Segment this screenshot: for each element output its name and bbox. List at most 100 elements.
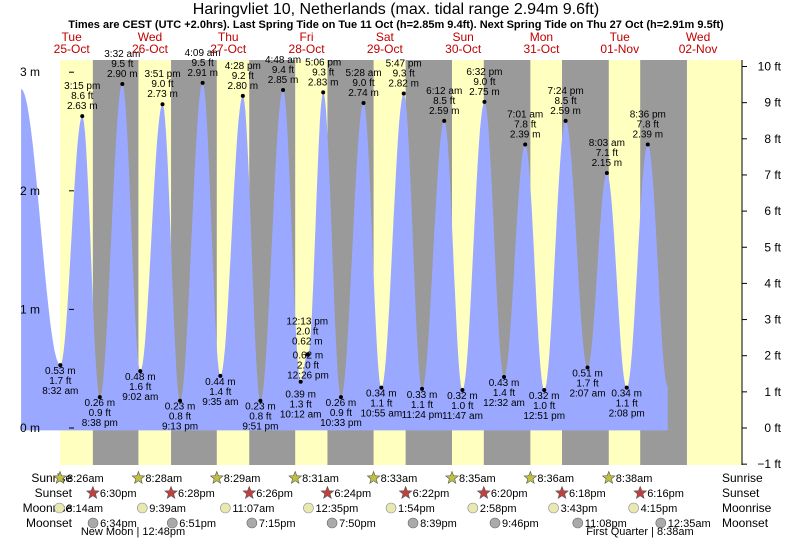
tide-label: 5:28 am	[345, 68, 381, 79]
tide-label: 5:47 pm	[386, 59, 422, 70]
tide-label: 9.0 ft	[473, 77, 495, 88]
tide-label: 3:32 am	[104, 49, 140, 60]
tide-label: 12:51 pm	[523, 411, 565, 422]
tide-label: 7:01 am	[507, 110, 543, 121]
moonset-time: 8:39pm	[420, 518, 457, 530]
tide-label: 1.6 ft	[129, 382, 151, 393]
sunset-icon	[85, 485, 100, 499]
tide-label: 1.1 ft	[370, 399, 392, 410]
tide-label: 2.80 m	[228, 81, 259, 92]
tide-label: 1.3 ft	[290, 400, 312, 411]
moonset-time: 6:34pm	[100, 518, 137, 530]
sunrise-time: 8:35am	[459, 473, 496, 485]
tide-label: 2:08 pm	[609, 409, 645, 420]
tide-point	[542, 388, 547, 393]
right-tick-label: 5 ft	[764, 240, 781, 254]
right-tick-label: 2 ft	[764, 349, 781, 363]
moonrise-icon	[385, 502, 397, 514]
sunrise-time: 8:38am	[616, 473, 653, 485]
day-name: Sat	[376, 30, 395, 44]
sunrise-icon	[131, 470, 146, 484]
sunrise-icon	[366, 470, 381, 484]
tide-point	[321, 90, 326, 95]
moonset-icon	[166, 517, 178, 529]
right-tick-label: 0 ft	[764, 421, 781, 435]
sunrise-time: 8:28am	[145, 473, 182, 485]
tide-label: 12:32 am	[483, 398, 525, 409]
tide-point	[523, 142, 528, 147]
left-tick-label: 2 m	[20, 184, 40, 198]
tide-label: 2.59 m	[429, 106, 460, 117]
tide-label: 8.6 ft	[71, 91, 93, 102]
tide-label: 8:36 pm	[630, 110, 666, 121]
tide-label: 7:24 pm	[548, 86, 584, 97]
axes: 0 m 1 m 2 m 3 m −1 ft 0 ft 1 ft 2 ft 3 ft 4 ft 5 f…	[20, 60, 782, 472]
tide-label: 9:02 am	[122, 392, 158, 403]
moonrise-time: 8:14am	[66, 503, 103, 515]
tide-point	[420, 386, 425, 391]
tide-point	[305, 352, 310, 357]
moonset-icon	[326, 517, 338, 529]
tide-label: 0.53 m	[45, 366, 76, 377]
moonrise-icon	[54, 502, 65, 514]
sunset-time: 6:24pm	[334, 488, 371, 500]
day-date: 26-Oct	[132, 42, 169, 56]
moonset-icon	[655, 517, 667, 529]
day-name: Tue	[62, 30, 83, 44]
row-label-left: Sunset	[35, 486, 73, 500]
tide-label: 0.32 m	[529, 391, 560, 402]
tide-label: 2.83 m	[308, 77, 339, 88]
moonset-icon	[407, 517, 419, 529]
tide-label: 9.3 ft	[393, 69, 415, 80]
moonrise-time: 4:15pm	[641, 503, 678, 515]
tide-label: 8.5 ft	[433, 96, 455, 107]
tide-label: 0.26 m	[85, 398, 116, 409]
moonset-time: 12:35am	[668, 518, 711, 530]
tide-label: 0.34 m	[366, 389, 397, 400]
day-name: Sun	[452, 30, 473, 44]
right-tick-label: 3 ft	[764, 313, 781, 327]
tide-label: 7.8 ft	[637, 120, 659, 131]
moonrise-icon	[303, 502, 314, 514]
row-label-right: Moonset	[722, 516, 769, 530]
tide-label: 2.74 m	[348, 88, 379, 99]
sunrise-icon	[209, 470, 224, 484]
tide-label: 10:33 pm	[320, 418, 362, 429]
tide-label: 9.0 ft	[151, 79, 173, 90]
tide-label: 2.91 m	[187, 68, 218, 79]
tide-label: 8.5 ft	[554, 96, 576, 107]
sunset-time: 6:18pm	[569, 488, 606, 500]
tide-label: 9:35 am	[202, 397, 238, 408]
day-date: 27-Oct	[210, 42, 247, 56]
tide-label: 0.34 m	[611, 389, 642, 400]
sunrise-icon	[601, 470, 616, 484]
tide-labels: 0.53 m1.7 ft8:32 am3:15 pm8.6 ft2.63 m0.…	[42, 48, 666, 433]
tide-point	[361, 101, 366, 106]
tide-label: 0.32 m	[447, 391, 478, 402]
moonrise-icon	[136, 502, 148, 514]
sunrise-time: 8:36am	[537, 473, 574, 485]
tide-label: 10:55 am	[360, 409, 402, 420]
tide-label: 0.26 m	[326, 398, 357, 409]
moonset-time: 6:51pm	[179, 518, 216, 530]
day-date: 25-Oct	[54, 42, 91, 56]
moonset-time: 7:15pm	[259, 518, 296, 530]
day-name: Wed	[686, 30, 710, 44]
moonset-icon	[87, 517, 99, 529]
day-date: 02-Nov	[679, 42, 718, 56]
tide-point	[442, 118, 447, 123]
moonrise-time: 11:07am	[232, 503, 274, 515]
moonrise-icon	[220, 502, 231, 514]
tide-label: 8:38 pm	[82, 418, 118, 429]
tide-label: 2.90 m	[107, 69, 138, 80]
tide-label: 9:51 pm	[242, 422, 278, 433]
tide-label: 0.9 ft	[89, 408, 111, 419]
tide-point	[178, 398, 183, 403]
tide-label: 0.8 ft	[169, 412, 191, 423]
tide-label: 8:32 am	[42, 386, 78, 397]
tide-label: 6:32 pm	[466, 67, 502, 78]
tide-label: 6:12 am	[426, 86, 462, 97]
tide-label: 12:26 pm	[287, 370, 329, 381]
tide-label: 0.9 ft	[330, 408, 352, 419]
